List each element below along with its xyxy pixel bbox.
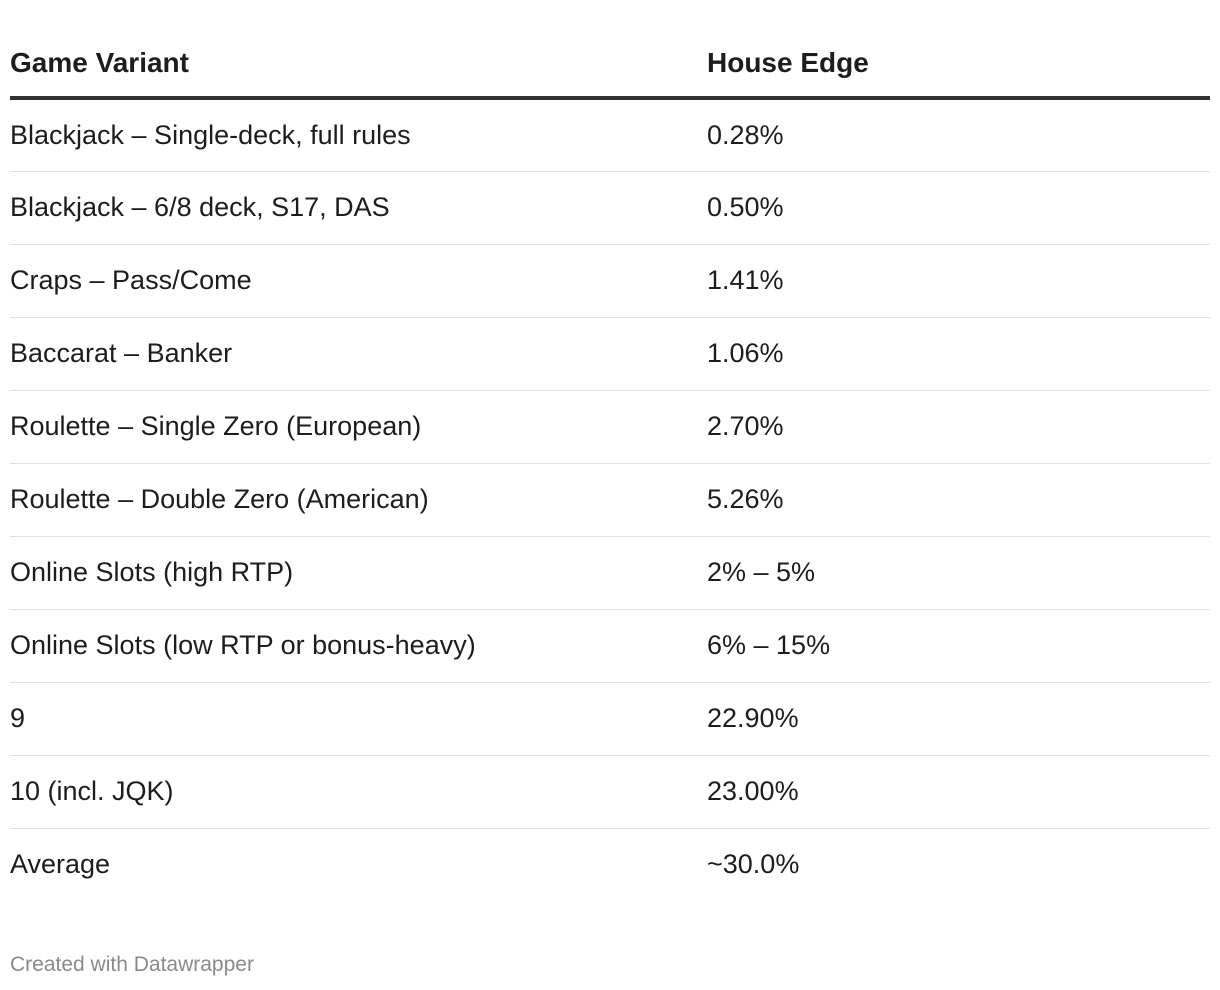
house-edge-cell: ~30.0% bbox=[707, 849, 800, 880]
house-edge-cell: 0.50% bbox=[707, 171, 1210, 245]
table-row: Roulette – Double Zero (American) 5.26% bbox=[10, 463, 1210, 537]
house-edge-cell: 6% – 15% bbox=[707, 609, 1210, 683]
game-variant-cell: Baccarat – Banker bbox=[10, 317, 707, 391]
game-variant-cell: 9 bbox=[10, 682, 707, 756]
house-edge-cell: 0.28% bbox=[707, 98, 1210, 172]
table-row: 9 22.90% bbox=[10, 682, 1210, 756]
game-variant-cell: Average bbox=[10, 849, 111, 880]
house-edge-table: Game Variant House Edge Blackjack – Sing… bbox=[10, 0, 1210, 901]
house-edge-cell: 5.26% bbox=[707, 463, 1210, 537]
house-edge-cell: 23.00% bbox=[707, 755, 1210, 829]
table-row: Baccarat – Banker 1.06% bbox=[10, 317, 1210, 391]
house-edge-cell: 2% – 5% bbox=[707, 536, 1210, 610]
column-header-game-variant: Game Variant bbox=[10, 0, 707, 100]
table-row: Blackjack – Single-deck, full rules 0.28… bbox=[10, 98, 1210, 172]
data-table-container: Game Variant House Edge Blackjack – Sing… bbox=[10, 0, 1210, 901]
game-variant-cell: Blackjack – Single-deck, full rules bbox=[10, 98, 707, 172]
game-variant-cell: 10 (incl. JQK) bbox=[10, 755, 707, 829]
game-variant-cell: Blackjack – 6/8 deck, S17, DAS bbox=[10, 171, 707, 245]
table-header: Game Variant House Edge bbox=[10, 0, 1210, 100]
table-row: Average ~30.0% bbox=[10, 828, 1210, 901]
column-header-house-edge: House Edge bbox=[707, 0, 1210, 100]
datawrapper-credit[interactable]: Created with Datawrapper bbox=[10, 953, 254, 976]
table-row: Online Slots (low RTP or bonus-heavy) 6%… bbox=[10, 609, 1210, 683]
house-edge-cell: 2.70% bbox=[707, 390, 1210, 464]
game-variant-cell: Roulette – Single Zero (European) bbox=[10, 390, 707, 464]
table-body: Blackjack – Single-deck, full rules 0.28… bbox=[10, 98, 1210, 901]
house-edge-cell: 1.41% bbox=[707, 244, 1210, 318]
header-row: Game Variant House Edge bbox=[10, 0, 1210, 100]
house-edge-cell: 1.06% bbox=[707, 317, 1210, 391]
table-row: Blackjack – 6/8 deck, S17, DAS 0.50% bbox=[10, 171, 1210, 245]
game-variant-cell: Online Slots (low RTP or bonus-heavy) bbox=[10, 609, 707, 683]
table-row: Roulette – Single Zero (European) 2.70% bbox=[10, 390, 1210, 464]
table-row: Craps – Pass/Come 1.41% bbox=[10, 244, 1210, 318]
game-variant-cell: Roulette – Double Zero (American) bbox=[10, 463, 707, 537]
house-edge-cell: 22.90% bbox=[707, 682, 1210, 756]
game-variant-cell: Online Slots (high RTP) bbox=[10, 536, 707, 610]
game-variant-cell: Craps – Pass/Come bbox=[10, 244, 707, 318]
table-row: 10 (incl. JQK) 23.00% bbox=[10, 755, 1210, 829]
table-row: Online Slots (high RTP) 2% – 5% bbox=[10, 536, 1210, 610]
